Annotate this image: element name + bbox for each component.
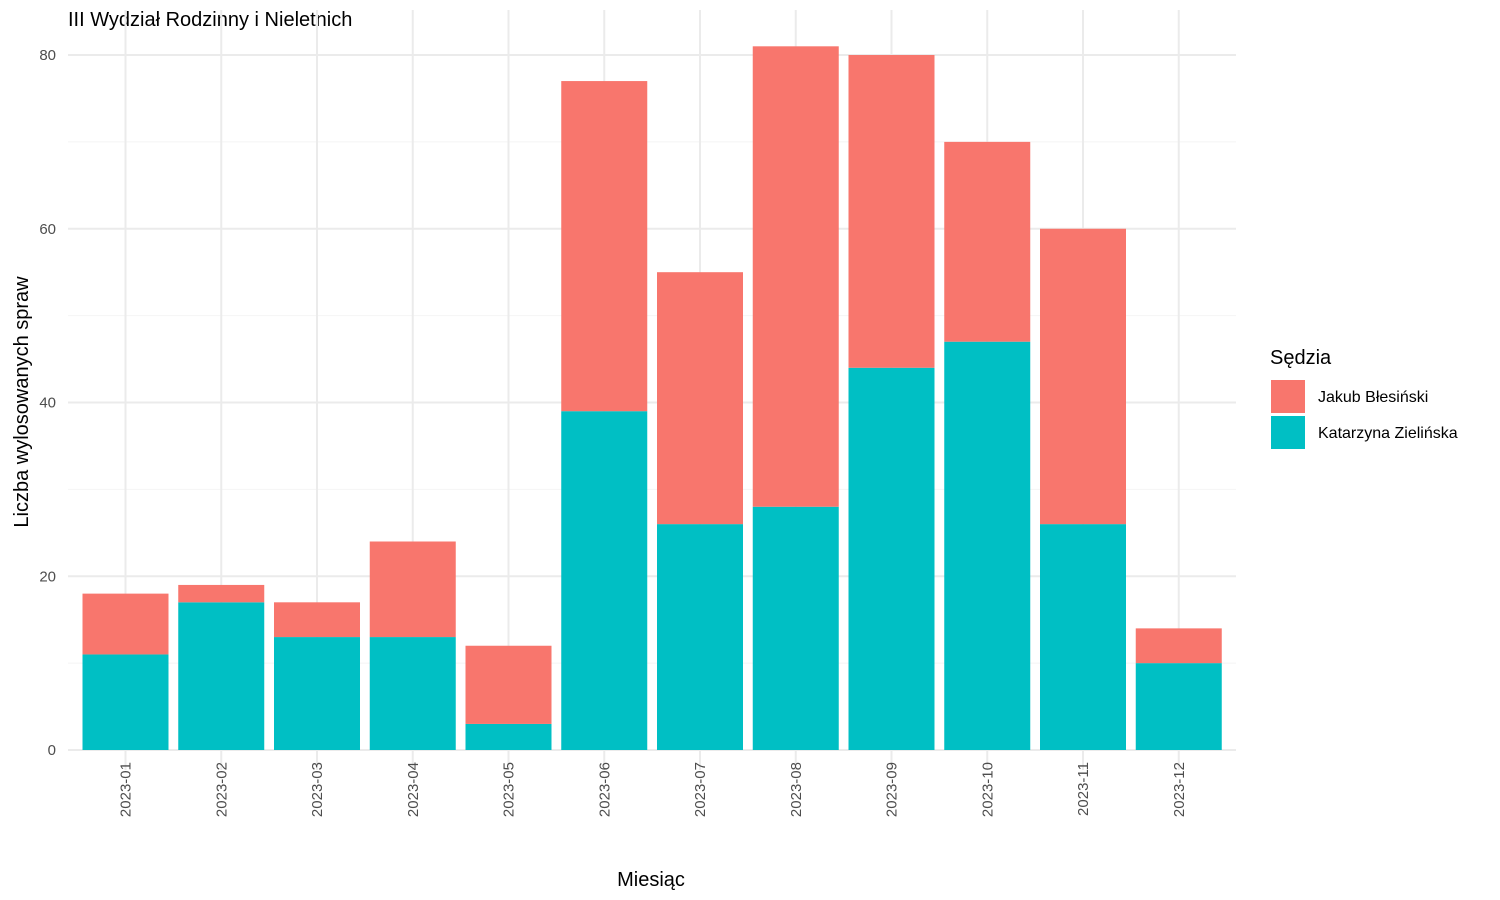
bar-segment	[848, 367, 935, 750]
legend-label: Katarzyna Zielińska	[1318, 425, 1458, 442]
x-tick-label: 2023-06	[596, 762, 613, 817]
x-tick-label: 2023-01	[118, 762, 135, 817]
x-axis-title: Miesiąc	[617, 869, 685, 891]
x-tick-label: 2023-08	[788, 762, 805, 817]
legend-title: Sędzia	[1270, 347, 1332, 369]
x-tick-label: 2023-10	[979, 762, 996, 817]
bar-segment	[274, 637, 360, 750]
x-tick-label: 2023-11	[1075, 762, 1092, 816]
bar-segment	[561, 411, 648, 750]
bar-segment	[465, 723, 552, 750]
bar-segment	[82, 654, 169, 750]
y-tick-label: 40	[39, 395, 56, 412]
bar-segment	[944, 341, 1031, 750]
y-tick-label: 80	[39, 47, 56, 64]
bar-segment	[848, 55, 935, 368]
legend-swatch	[1271, 416, 1305, 449]
bar-segment	[944, 141, 1031, 342]
y-tick-label: 60	[39, 221, 56, 238]
x-tick-label: 2023-09	[884, 762, 901, 817]
bar-segment	[752, 46, 839, 507]
bar-segment	[752, 506, 839, 750]
bar-segment	[465, 645, 552, 724]
x-tick-label: 2023-02	[213, 762, 230, 817]
bar-segment	[178, 584, 265, 603]
bars	[82, 46, 1222, 750]
x-tick-label: 2023-07	[692, 762, 709, 817]
bar-segment	[1135, 663, 1222, 750]
bar-segment	[274, 602, 360, 638]
x-axis-ticks: 2023-01 2023-02 2023-03 2023-04 2023-05 2023-…	[118, 762, 1188, 817]
legend-label: Jakub Błesiński	[1318, 389, 1428, 406]
bar-segment	[561, 81, 648, 412]
y-axis-ticks: 0 20 40 60 80	[39, 47, 56, 759]
x-tick-label: 2023-04	[405, 762, 422, 817]
x-tick-label: 2023-12	[1171, 762, 1188, 817]
y-axis-title: Liczba wylosowanych spraw	[11, 276, 33, 528]
legend-swatch	[1271, 380, 1305, 413]
x-tick-label: 2023-05	[501, 762, 518, 817]
bar-segment	[369, 637, 456, 750]
bar-segment	[1040, 524, 1126, 750]
bar-segment	[1040, 228, 1126, 525]
bar-segment	[657, 272, 743, 525]
bar-segment	[178, 602, 265, 750]
bar-segment	[82, 593, 169, 655]
y-tick-label: 0	[48, 742, 56, 759]
y-tick-label: 20	[39, 568, 56, 585]
bar-segment	[369, 541, 456, 638]
chart-title: III Wydział Rodzinny i Nieletnich	[68, 9, 352, 31]
x-tick-label: 2023-03	[309, 762, 326, 817]
bar-segment	[657, 524, 743, 750]
legend: Sędzia Jakub Błesiński Katarzyna Zielińsk…	[1270, 347, 1458, 449]
bar-segment	[1135, 628, 1222, 664]
